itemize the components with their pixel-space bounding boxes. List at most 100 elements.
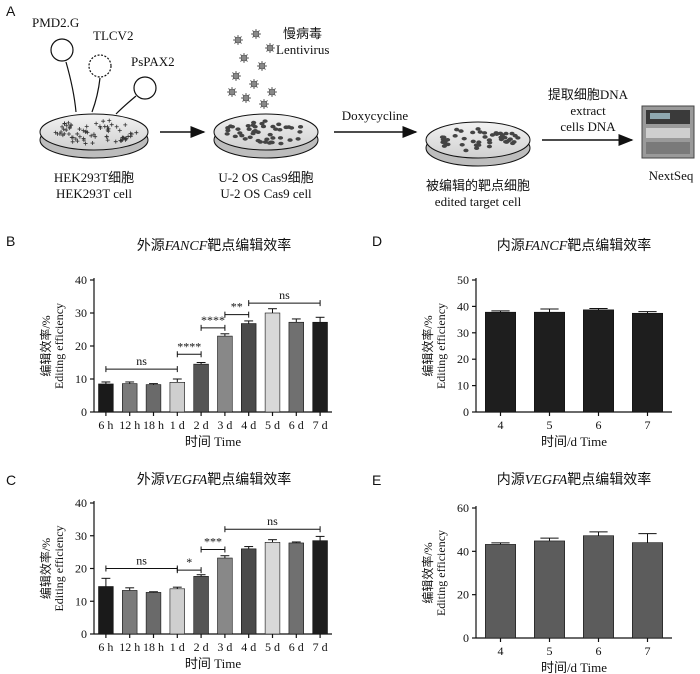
cell-icon — [509, 131, 515, 136]
dish2-label-en: U-2 OS Cas9 cell — [220, 186, 312, 201]
cell-icon — [270, 136, 276, 140]
cell-icon — [277, 127, 283, 132]
x-tick-label: 4 — [498, 418, 504, 432]
cell-icon — [297, 130, 303, 134]
cell-icon — [62, 121, 67, 126]
virus-particle-icon — [266, 44, 274, 52]
bar — [145, 592, 162, 635]
virus-label-cn: 慢病毒 — [283, 26, 322, 41]
step2-label: Doxycycline — [342, 108, 409, 123]
y-axis-label-en: Editing efficiency — [52, 303, 66, 389]
cell-icon — [81, 128, 86, 133]
cell-icon — [81, 136, 86, 141]
cell-icon — [505, 138, 512, 143]
cell-icon — [107, 118, 112, 123]
bar — [288, 542, 304, 635]
cell-icon — [109, 122, 114, 127]
significance-label: ns — [136, 554, 147, 568]
y-tick-label: 60 — [457, 501, 469, 515]
cell-icon — [473, 143, 480, 147]
x-tick-label: 18 h — [143, 640, 164, 654]
cell-icon — [461, 136, 467, 141]
x-tick-label: 12 h — [119, 418, 140, 432]
x-axis-label: 时间/d Time — [541, 434, 607, 449]
chart-exogenous-fancf: 外源FANCF靶点编辑效率 0 10 20 30 40 编辑效率/% Editing effi… — [38, 237, 332, 449]
plasmid-arrow-3 — [115, 95, 137, 115]
cell-icon — [123, 122, 128, 127]
panel-label-b: B — [6, 233, 15, 249]
chart-title: 内源VEGFA靶点编辑效率 — [497, 471, 652, 488]
cell-icon — [283, 125, 289, 130]
x-tick-label: 5 — [547, 418, 553, 432]
bar — [632, 312, 663, 413]
cell-icon — [454, 127, 460, 132]
cell-icon — [262, 119, 268, 123]
cell-icon — [62, 131, 67, 136]
chart-title-prefix: 外源 — [137, 472, 165, 488]
cell-icon — [242, 137, 248, 141]
x-tick-label: 2 d — [194, 640, 209, 654]
y-tick-label: 30 — [75, 529, 87, 543]
x-tick-label: 6 h — [98, 418, 113, 432]
cell-icon — [239, 133, 245, 138]
chart-title-gene: VEGFA — [165, 473, 208, 488]
x-tick-label: 1 d — [170, 640, 185, 654]
cell-icon — [246, 127, 252, 131]
y-axis-label-cn: 编辑效率/% — [420, 542, 435, 603]
bar — [485, 311, 516, 413]
cell-icon — [101, 119, 106, 124]
cell-icon — [120, 135, 125, 140]
cell-icon — [267, 132, 273, 137]
cell-icon — [297, 125, 304, 129]
cell-icon — [475, 127, 481, 131]
cell-icon — [60, 124, 65, 129]
plasmid-pspax2-icon — [133, 76, 157, 100]
cell-icon — [70, 139, 75, 144]
cell-icon — [55, 131, 60, 136]
plasmid-tlcv2-icon — [88, 54, 112, 78]
significance-label: ns — [267, 514, 278, 528]
cell-icon — [257, 140, 264, 144]
chart-title: 外源VEGFA靶点编辑效率 — [137, 471, 292, 488]
cell-icon — [262, 140, 269, 144]
y-axis-label-en: Editing efficiency — [434, 530, 448, 616]
cell-icon — [113, 139, 118, 144]
y-tick-label: 10 — [457, 379, 469, 393]
cell-icon — [445, 142, 451, 147]
cell-icon — [89, 133, 94, 138]
cell-icon — [91, 132, 96, 137]
cell-icon — [64, 123, 69, 128]
cell-icon — [470, 139, 476, 144]
y-axis-label-en: Editing efficiency — [52, 525, 66, 611]
bar — [122, 383, 138, 413]
y-tick-label: 30 — [457, 326, 469, 340]
cell-icon — [93, 134, 98, 139]
cell-icon — [264, 137, 270, 142]
y-axis-label-cn: 编辑效率/% — [38, 538, 53, 599]
significance-label: ns — [136, 354, 147, 368]
chart-title-gene: FANCF — [164, 239, 208, 254]
cell-icon — [295, 137, 301, 141]
y-tick-label: 40 — [457, 299, 469, 313]
x-tick-label: 1 d — [170, 418, 185, 432]
x-axis-label: 时间 Time — [185, 434, 241, 449]
cell-icon — [481, 131, 488, 135]
cell-icon — [225, 128, 231, 133]
cell-icon — [459, 142, 465, 147]
cell-icon — [235, 127, 241, 131]
workflow-panel: A PMD2.G TLCV2 PsPAX2 HEK293T细胞 HEK293T … — [6, 3, 695, 209]
x-tick-label: 5 d — [265, 418, 280, 432]
x-tick-label: 3 d — [217, 418, 232, 432]
cell-icon — [75, 131, 80, 136]
y-axis-label-en: Editing efficiency — [434, 303, 448, 389]
cell-icon — [232, 134, 238, 139]
y-tick-label: 40 — [75, 496, 87, 510]
lentivirus-icon — [227, 29, 277, 109]
x-tick-label: 4 d — [241, 640, 256, 654]
panel-label-e: E — [372, 472, 381, 488]
sequencer-icon — [641, 105, 695, 159]
cell-icon — [463, 148, 469, 153]
cell-icon — [77, 127, 82, 132]
x-tick-label: 3 d — [217, 640, 232, 654]
